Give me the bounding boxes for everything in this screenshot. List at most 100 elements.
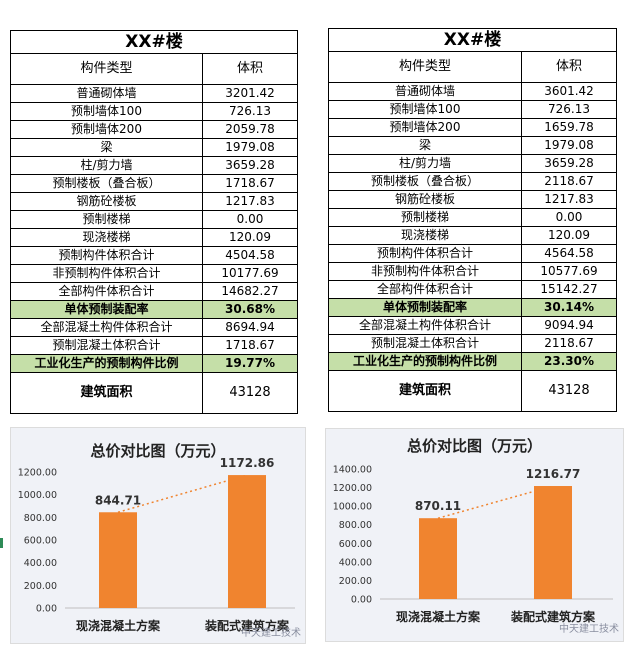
header-volume: 体积 (202, 53, 298, 85)
row-label: 预制构件体积合计 (328, 244, 522, 263)
x-tick-label: 现浇混凝土方案 (396, 609, 481, 624)
row-label: 全部混凝土构件体积合计 (328, 316, 522, 335)
row-value: 726.13 (521, 100, 617, 119)
volume-table-right: XX#楼 构件类型 体积 普通砌体墙 3601.42 预制墙体100 726.13 预制… (328, 28, 617, 412)
table-row: 预制混凝土体积合计 2118.67 (328, 334, 617, 353)
data-label: 844.71 (95, 493, 141, 507)
row-value: 0.00 (521, 208, 617, 227)
table-title: XX#楼 (328, 28, 617, 52)
row-label: 柱/剪力墙 (328, 154, 522, 173)
volume-table-left: XX#楼 构件类型 体积 普通砌体墙 3201.42 预制墙体100 726.13 预制… (10, 30, 298, 414)
table-row: 全部混凝土构件体积合计 9094.94 (328, 316, 617, 335)
chart-title: 总价对比图（万元） (406, 437, 542, 455)
row-label: 钢筋砼楼板 (328, 190, 522, 209)
row-label: 预制构件体积合计 (10, 246, 203, 265)
row-label: 全部构件体积合计 (10, 282, 203, 301)
row-value: 30.14% (521, 298, 617, 317)
margin-marker (0, 538, 3, 548)
table-row: 钢筋砼楼板 1217.83 (10, 192, 298, 211)
table-row: 全部构件体积合计 14682.27 (10, 282, 298, 301)
table-row: 全部构件体积合计 15142.27 (328, 280, 617, 299)
row-value: 3659.28 (521, 154, 617, 173)
row-label: 预制墙体100 (328, 100, 522, 119)
row-label: 非预制构件体积合计 (10, 264, 203, 283)
row-value: 1217.83 (202, 192, 298, 211)
y-tick-label: 1200.00 (333, 483, 372, 494)
row-label: 梁 (328, 136, 522, 155)
bar (99, 512, 137, 608)
y-tick-label: 200.00 (339, 576, 372, 587)
table-row: 预制楼板（叠合板） 2118.67 (328, 172, 617, 191)
table-row: 梁 1979.08 (10, 138, 298, 157)
table-row: 柱/剪力墙 3659.28 (10, 156, 298, 175)
row-label: 预制混凝土体积合计 (328, 334, 522, 353)
area-value: 43128 (521, 370, 617, 412)
table-row: 预制墙体200 1659.78 (328, 118, 617, 137)
header-type: 构件类型 (10, 53, 203, 85)
y-tick-label: 800.00 (339, 520, 372, 531)
row-value: 8694.94 (202, 318, 298, 337)
table-body-right: 普通砌体墙 3601.42 预制墙体100 726.13 预制墙体200 1659.78 梁… (328, 82, 617, 371)
table-row: 钢筋砼楼板 1217.83 (328, 190, 617, 209)
table-row: 预制墙体100 726.13 (328, 100, 617, 119)
data-label: 1216.77 (526, 467, 581, 481)
bar (419, 518, 457, 599)
row-label: 单体预制装配率 (10, 300, 203, 319)
row-label: 非预制构件体积合计 (328, 262, 522, 281)
header-type: 构件类型 (328, 51, 522, 83)
area-value: 43128 (202, 372, 298, 414)
table-row: 现浇楼梯 120.09 (328, 226, 617, 245)
row-value: 4504.58 (202, 246, 298, 265)
row-label: 普通砌体墙 (328, 82, 522, 101)
area-label: 建筑面积 (10, 372, 203, 414)
row-value: 4564.58 (521, 244, 617, 263)
chart-title: 总价对比图（万元） (90, 442, 226, 460)
row-label: 柱/剪力墙 (10, 156, 203, 175)
table-row: 预制楼板（叠合板） 1718.67 (10, 174, 298, 193)
table-row: 普通砌体墙 3601.42 (328, 82, 617, 101)
table-row: 预制混凝土体积合计 1718.67 (10, 336, 298, 355)
row-label: 工业化生产的预制构件比例 (328, 352, 522, 371)
x-tick-label: 装配式建筑方案 (510, 609, 596, 624)
row-value: 726.13 (202, 102, 298, 121)
y-tick-label: 600.00 (24, 536, 57, 547)
row-label: 工业化生产的预制构件比例 (10, 354, 203, 373)
y-tick-label: 600.00 (339, 539, 372, 550)
bar (228, 475, 266, 608)
row-value: 23.30% (521, 352, 617, 371)
table-row: 预制构件体积合计 4564.58 (328, 244, 617, 263)
row-label: 预制楼梯 (10, 210, 203, 229)
data-label: 870.11 (415, 499, 461, 513)
row-value: 10177.69 (202, 264, 298, 283)
row-value: 2059.78 (202, 120, 298, 139)
y-tick-label: 400.00 (24, 558, 57, 569)
table-row: 预制墙体100 726.13 (10, 102, 298, 121)
x-tick-label: 现浇混凝土方案 (76, 618, 161, 633)
row-label: 全部构件体积合计 (328, 280, 522, 299)
row-value: 1217.83 (521, 190, 617, 209)
table-row: 非预制构件体积合计 10577.69 (328, 262, 617, 281)
table-row: 全部混凝土构件体积合计 8694.94 (10, 318, 298, 337)
row-label: 预制墙体200 (10, 120, 203, 139)
table-row: 预制构件体积合计 4504.58 (10, 246, 298, 265)
row-value: 1718.67 (202, 174, 298, 193)
x-tick-label: 装配式建筑方案 (204, 618, 290, 633)
row-value: 3201.42 (202, 84, 298, 103)
row-value: 1718.67 (202, 336, 298, 355)
row-value: 1659.78 (521, 118, 617, 137)
row-value: 1979.08 (521, 136, 617, 155)
header-volume: 体积 (521, 51, 617, 83)
y-tick-label: 200.00 (24, 581, 57, 592)
row-value: 2118.67 (521, 172, 617, 191)
data-label: 1172.86 (220, 456, 275, 470)
row-value: 30.68% (202, 300, 298, 319)
area-label: 建筑面积 (328, 370, 522, 412)
table-title: XX#楼 (10, 30, 298, 54)
watermark-text: 中天建工技术 (559, 624, 619, 635)
row-value: 14682.27 (202, 282, 298, 301)
y-tick-label: 1400.00 (333, 465, 372, 476)
row-label: 预制混凝土体积合计 (10, 336, 203, 355)
row-label: 预制楼梯 (328, 208, 522, 227)
row-label: 现浇楼梯 (328, 226, 522, 245)
table-row: 工业化生产的预制构件比例 23.30% (328, 352, 617, 371)
